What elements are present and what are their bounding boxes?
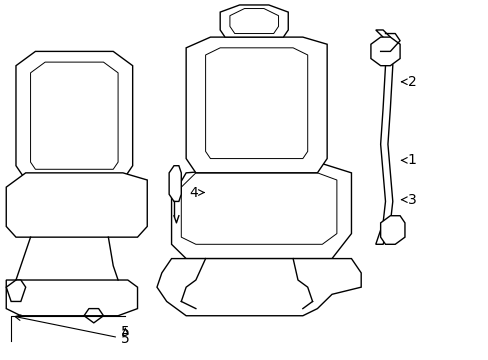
Text: 1: 1 — [401, 153, 416, 167]
Polygon shape — [171, 162, 351, 258]
Text: 5: 5 — [15, 315, 129, 346]
Text: 3: 3 — [401, 193, 416, 207]
Polygon shape — [6, 280, 26, 301]
Text: 2: 2 — [401, 75, 416, 89]
Text: 4: 4 — [189, 185, 203, 199]
Polygon shape — [380, 216, 404, 244]
Polygon shape — [375, 30, 392, 244]
Polygon shape — [370, 37, 399, 66]
Polygon shape — [6, 173, 147, 237]
Polygon shape — [186, 37, 326, 173]
Polygon shape — [169, 166, 181, 202]
Polygon shape — [16, 51, 132, 180]
Polygon shape — [220, 5, 287, 37]
Polygon shape — [6, 280, 137, 316]
Polygon shape — [157, 258, 361, 316]
Text: 5: 5 — [121, 325, 129, 339]
